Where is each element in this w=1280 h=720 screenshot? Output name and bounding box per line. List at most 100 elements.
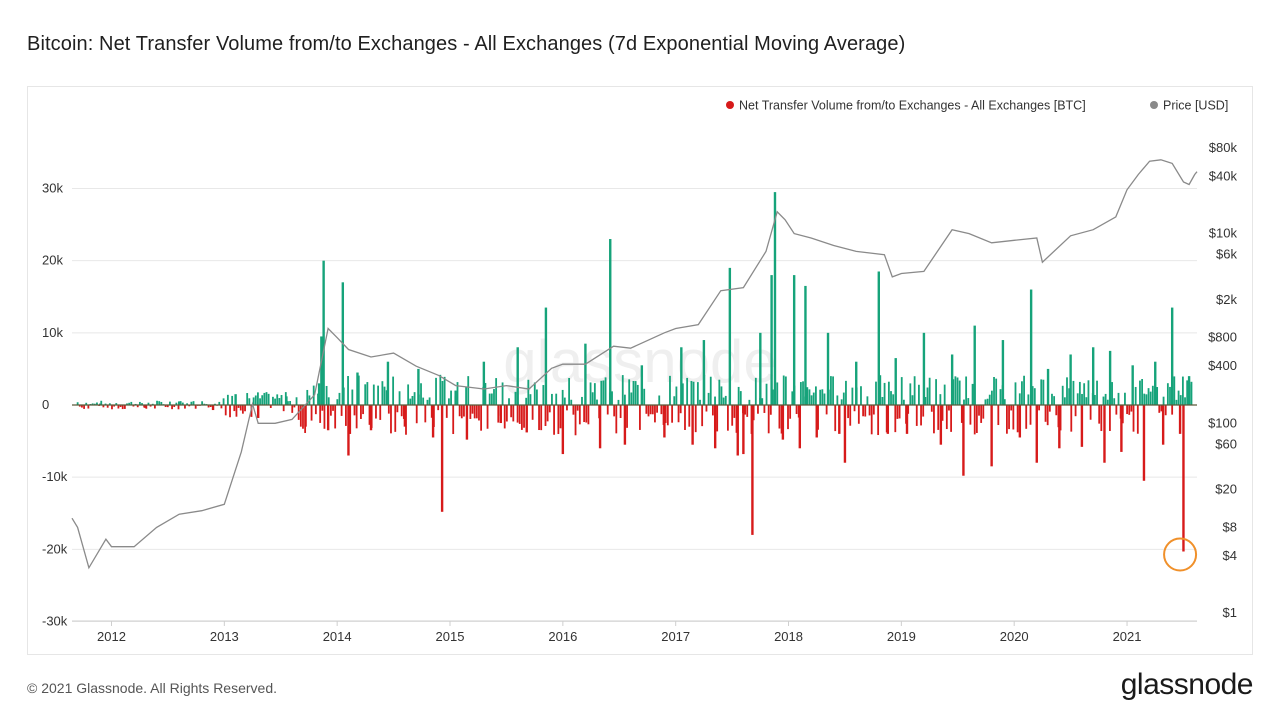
bar-16 [386,361,390,405]
bar-minor-259 [632,380,635,405]
bar-minor-239 [589,382,592,405]
bar-minor-303 [727,405,729,431]
bar-minor-266 [647,405,650,417]
bar-minor-322 [767,405,770,434]
bar-minor-300 [720,386,723,405]
bar-minor-393 [920,405,922,426]
bar-minor-295 [709,376,712,405]
y-tick-label-3: 0 [42,397,49,412]
bar-minor-147 [392,376,395,405]
bar-minor-397 [928,377,931,405]
y2-tick-label-3: $6k [1216,247,1237,262]
chart-price-line-group [71,159,1198,570]
bar-minor-246 [604,377,607,405]
bar-4 [234,394,237,405]
bar-minor-177 [456,382,459,405]
bar-minor-169 [439,374,442,405]
bar-minor-278 [673,396,676,405]
bar-minor-500 [1149,391,1152,405]
bar-minor-346 [819,389,822,405]
bar-minor-54 [192,401,195,405]
bar-79 [1154,361,1157,405]
bar-minor-236 [583,405,586,423]
bar-minor-384 [900,377,903,405]
bar-73 [1091,347,1095,405]
bar-minor-285 [688,405,691,427]
bar-minor-190 [484,382,487,405]
bar-minor-418 [973,405,976,435]
bar-53 [843,405,847,463]
bar-minor-471 [1087,380,1090,405]
bar-minor-360 [849,405,852,426]
highlight-circle-0 [1163,537,1198,572]
bar-minor-261 [636,384,639,405]
bar-55 [877,271,880,405]
bar-minor-114 [321,405,324,411]
bar-minor-450 [1042,379,1045,405]
bar-minor-488 [1124,392,1126,405]
bar-50 [815,405,818,438]
bar-minor-467 [1078,381,1081,405]
bar-minor-50 [184,405,186,409]
bar-minor-224 [557,405,560,435]
bar-minor-28 [136,405,139,408]
bar-minor-252 [617,399,620,405]
bar-minor-490 [1128,405,1131,415]
bar-minor-410 [956,377,959,405]
bar-minor-375 [881,396,884,405]
bar-60 [939,405,943,445]
bar-minor-510 [1171,405,1174,415]
bar-minor-390 [913,376,916,405]
bar-minor-214 [536,389,538,405]
bar-10 [322,260,325,405]
bar-minor-516 [1184,397,1186,405]
bar-74 [1103,405,1106,463]
bar-minor-193 [490,393,493,405]
bar-19 [431,405,435,438]
y-tick-label-6: -30k [42,614,68,629]
bar-minor-342 [810,395,813,405]
bar-5 [256,405,260,418]
bar-minor-437 [1014,382,1017,405]
bar-minor-358 [845,380,847,405]
bar-minor-378 [887,381,890,405]
bar-minor-100 [291,405,294,413]
bar-minor-370 [870,405,873,435]
bar-minor-130 [355,405,358,429]
bar-minor-477 [1100,405,1103,432]
bar-minor-422 [982,405,985,419]
bar-8 [317,383,321,405]
bar-minor-253 [619,405,622,418]
bar-minor-227 [563,397,566,405]
bar-minor-206 [518,405,521,424]
bar-14 [356,372,359,405]
bar-minor-58 [201,401,204,405]
bar-minor-423 [984,399,987,405]
bar-9 [320,336,323,405]
bar-minor-178 [458,405,461,417]
bar-minor-42 [166,405,169,408]
bar-80 [1161,405,1165,445]
bar-minor-39 [160,401,163,405]
bar-63 [973,325,976,405]
bar-minor-67 [220,405,223,409]
bar-minor-16 [111,405,113,410]
bar-72 [1080,405,1084,447]
bar-minor-441 [1023,375,1025,405]
bar-minor-331 [787,405,789,430]
bar-minor-286 [690,380,693,405]
bar-minor-498 [1145,394,1148,405]
bar-minor-74 [235,405,238,417]
bar-minor-413 [963,399,965,405]
bar-minor-167 [435,377,437,405]
y2-tick-label-6: $400 [1208,358,1237,373]
bar-minor-5 [87,405,90,409]
bar-44 [770,275,773,405]
bar-minor-202 [510,405,513,418]
bar-minor-127 [349,405,352,434]
bar-minor-154 [407,384,410,405]
bar-minor-207 [520,405,523,430]
x-tick-label-4: 2016 [548,629,577,644]
bar-minor-445 [1031,386,1034,405]
bar-minor-199 [503,405,506,429]
